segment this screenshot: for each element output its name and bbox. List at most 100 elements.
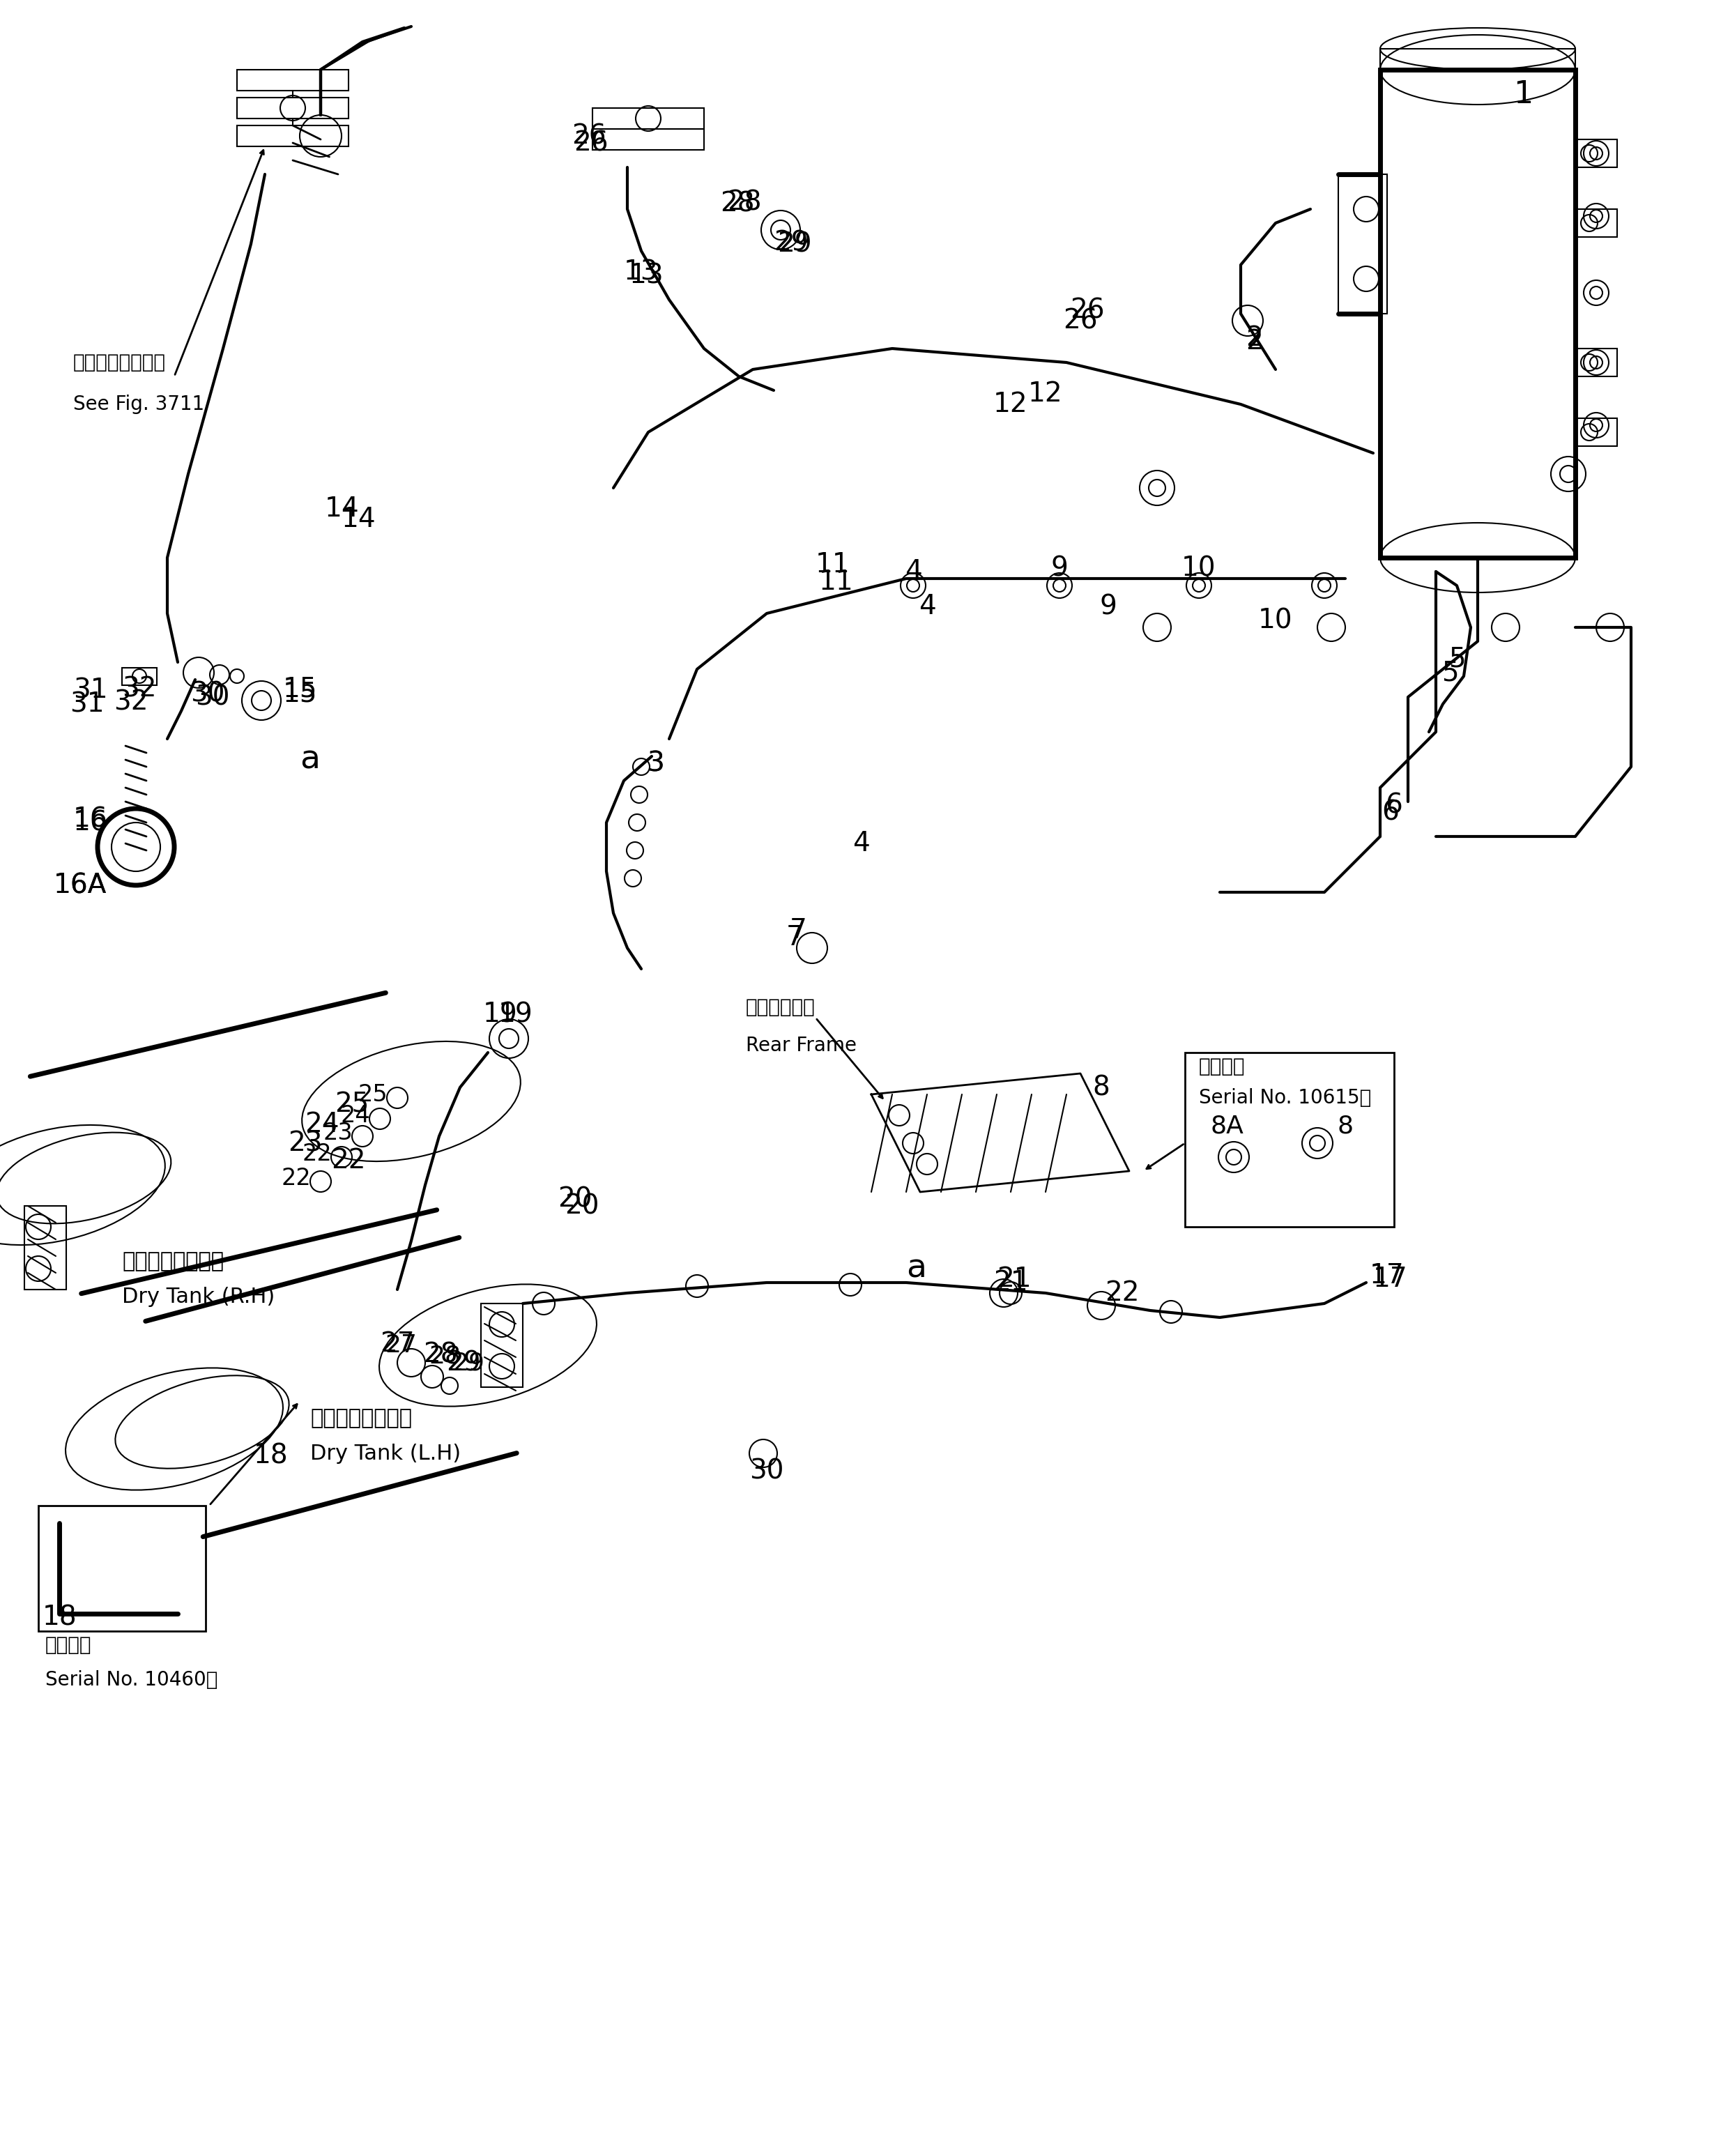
Text: 22: 22 <box>331 1147 365 1173</box>
Text: 3: 3 <box>646 750 663 776</box>
Text: 15: 15 <box>283 675 317 703</box>
Text: 28: 28 <box>720 190 754 218</box>
Text: 6: 6 <box>1381 800 1399 826</box>
Text: a: a <box>907 1253 927 1285</box>
Text: Rear Frame: Rear Frame <box>746 1035 857 1054</box>
Text: 30: 30 <box>749 1457 783 1483</box>
Text: 18: 18 <box>254 1442 288 1468</box>
Bar <box>237 125 348 147</box>
Text: 32: 32 <box>122 675 156 703</box>
Text: 7: 7 <box>787 925 804 951</box>
Text: 29: 29 <box>778 231 812 257</box>
Text: 13: 13 <box>629 263 663 289</box>
Bar <box>1380 69 1575 558</box>
Text: 5: 5 <box>1448 645 1465 673</box>
Bar <box>38 1505 206 1632</box>
Text: 11: 11 <box>816 552 850 578</box>
Text: 24: 24 <box>305 1110 339 1138</box>
Text: 1: 1 <box>1513 80 1532 110</box>
Text: 26: 26 <box>1070 298 1104 323</box>
Text: 22: 22 <box>302 1143 333 1164</box>
Text: 32: 32 <box>113 688 149 716</box>
Text: 29: 29 <box>452 1352 485 1376</box>
Bar <box>482 1304 523 1386</box>
Text: 31: 31 <box>70 690 105 718</box>
Text: 14: 14 <box>341 507 377 533</box>
Text: 21: 21 <box>994 1270 1028 1296</box>
Text: 9: 9 <box>1100 593 1118 619</box>
Text: 28: 28 <box>428 1343 461 1367</box>
Text: 12: 12 <box>994 390 1028 418</box>
Text: 第３７１１図参照: 第３７１１図参照 <box>74 354 166 373</box>
Text: 26: 26 <box>574 129 608 155</box>
Text: Dry Tank (L.H): Dry Tank (L.H) <box>310 1442 461 1464</box>
Bar <box>1575 140 1616 168</box>
Text: a: a <box>300 744 321 776</box>
Text: 16A: 16A <box>53 871 106 899</box>
Text: See Fig. 3711: See Fig. 3711 <box>74 395 204 414</box>
Text: ドライタンク左側: ドライタンク左側 <box>310 1408 411 1429</box>
Text: 16A: 16A <box>53 871 106 899</box>
Text: 29: 29 <box>773 229 809 257</box>
Text: 16: 16 <box>74 806 108 832</box>
Text: 13: 13 <box>624 259 658 285</box>
Text: 23: 23 <box>324 1121 353 1145</box>
Text: 2: 2 <box>1246 326 1263 351</box>
Text: 26: 26 <box>1063 308 1097 334</box>
Bar <box>1184 1052 1393 1227</box>
Text: 10: 10 <box>1258 608 1292 634</box>
Text: 4: 4 <box>852 830 869 856</box>
Text: 適用号機: 適用号機 <box>1198 1056 1246 1076</box>
Bar <box>1575 418 1616 446</box>
Text: 8: 8 <box>1337 1115 1354 1138</box>
Text: 17: 17 <box>1373 1266 1407 1291</box>
Text: 7: 7 <box>790 916 807 944</box>
Text: 5: 5 <box>1441 660 1459 686</box>
Text: 8: 8 <box>1094 1074 1111 1102</box>
Text: 8A: 8A <box>1210 1115 1243 1138</box>
Text: 28: 28 <box>727 190 761 216</box>
Text: 25: 25 <box>358 1082 387 1106</box>
Text: 16: 16 <box>74 808 108 837</box>
Text: 4: 4 <box>905 558 922 584</box>
Bar <box>593 129 704 151</box>
Text: 20: 20 <box>557 1186 593 1212</box>
Text: 22: 22 <box>281 1166 312 1190</box>
Text: 6: 6 <box>1385 791 1402 819</box>
Text: 19: 19 <box>483 1000 518 1028</box>
Text: 31: 31 <box>74 677 108 703</box>
Text: 3: 3 <box>646 750 663 776</box>
Bar <box>237 97 348 119</box>
Text: 28: 28 <box>423 1341 458 1367</box>
Text: 26: 26 <box>572 123 607 149</box>
Text: 17: 17 <box>1369 1263 1404 1289</box>
Bar <box>237 69 348 91</box>
Text: 11: 11 <box>819 569 854 595</box>
Text: 23: 23 <box>288 1130 322 1156</box>
Bar <box>24 1205 67 1289</box>
Text: 12: 12 <box>1028 382 1063 407</box>
Text: 22: 22 <box>1106 1281 1140 1307</box>
Text: Serial No. 10460～: Serial No. 10460～ <box>45 1671 218 1690</box>
Text: Dry Tank (R.H): Dry Tank (R.H) <box>122 1287 274 1307</box>
Text: ドライタンク右側: ドライタンク右側 <box>122 1253 225 1272</box>
Text: 適用号機: 適用号機 <box>45 1634 91 1656</box>
Bar <box>1575 349 1616 377</box>
Text: 19: 19 <box>499 1000 533 1028</box>
Text: 29: 29 <box>446 1350 482 1376</box>
Text: リヤフレーム: リヤフレーム <box>746 998 816 1018</box>
Bar <box>1339 175 1387 313</box>
Text: 30: 30 <box>195 683 230 709</box>
Text: 14: 14 <box>324 496 358 522</box>
Bar <box>122 668 158 686</box>
Text: 18: 18 <box>41 1604 77 1630</box>
Text: Serial No. 10615～: Serial No. 10615～ <box>1198 1089 1371 1108</box>
Text: 10: 10 <box>1181 554 1217 582</box>
Text: 25: 25 <box>334 1091 369 1117</box>
Bar <box>1575 209 1616 237</box>
Bar <box>593 108 704 129</box>
Text: 15: 15 <box>283 681 317 707</box>
Text: 21: 21 <box>998 1266 1032 1291</box>
Text: 2: 2 <box>1246 328 1263 356</box>
Text: 4: 4 <box>919 593 936 619</box>
